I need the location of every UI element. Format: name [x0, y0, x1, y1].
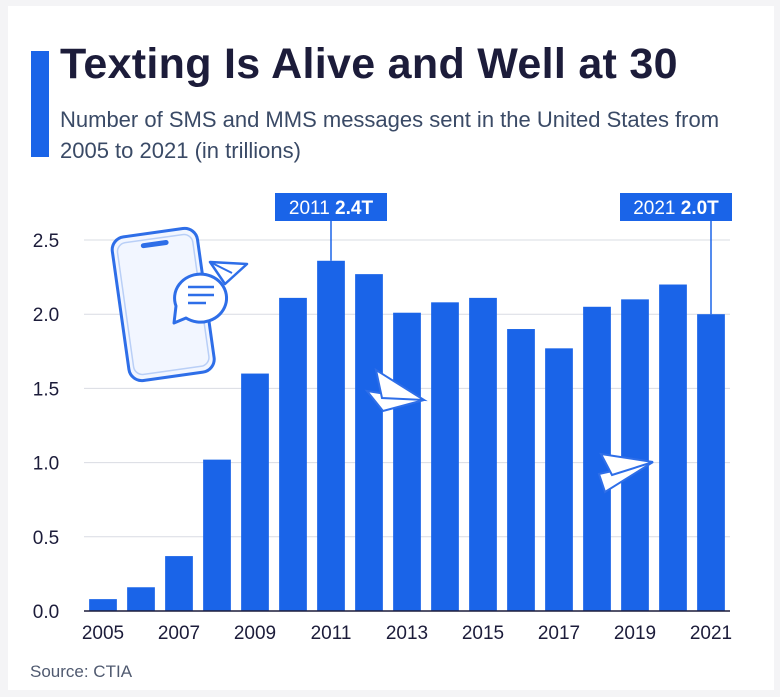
bar-2010 — [279, 297, 307, 611]
callout-box — [275, 193, 387, 221]
x-tick-label: 2009 — [234, 623, 276, 644]
callout-label: 2011 2.4T — [289, 198, 374, 219]
bar-2005 — [89, 599, 117, 611]
bar-2011 — [317, 260, 345, 611]
bars — [89, 260, 725, 611]
bar-2009 — [241, 373, 269, 611]
x-tick-label: 2019 — [614, 623, 656, 644]
bar-2015 — [469, 297, 497, 611]
y-tick-label: 1.5 — [33, 379, 59, 400]
bar-2017 — [545, 348, 573, 611]
chart-subtitle: Number of SMS and MMS messages sent in t… — [60, 107, 720, 163]
y-tick-label: 0.5 — [33, 528, 59, 549]
phone-with-chat-bubble-icon — [110, 226, 249, 383]
callout-label: 2021 2.0T — [633, 198, 719, 219]
callout-2011: 2011 2.4T — [275, 193, 387, 261]
bar-2008 — [203, 459, 231, 611]
x-tick-label: 2011 — [311, 623, 352, 644]
x-axis-ticks: 2005 2007 2009 2011 2013 2015 2017 2019 2021 — [82, 623, 732, 644]
y-axis-ticks: 0.0 0.5 1.0 1.5 2.0 2.5 — [33, 231, 59, 623]
x-tick-label: 2005 — [82, 623, 124, 644]
y-tick-label: 2.5 — [33, 231, 59, 252]
callout-year: 2021 — [633, 198, 681, 219]
callout-value: 2.4T — [335, 198, 373, 219]
bar-2021 — [697, 314, 725, 611]
bar-2012 — [355, 274, 383, 611]
bar-2020 — [659, 284, 687, 611]
x-tick-label: 2013 — [386, 623, 428, 644]
callout-box — [620, 193, 732, 221]
bar-2014 — [431, 302, 459, 611]
callout-value: 2.0T — [681, 198, 719, 219]
paper-plane-icon — [364, 367, 428, 413]
y-tick-label: 1.0 — [33, 454, 59, 475]
y-tick-label: 0.0 — [33, 602, 59, 623]
x-tick-label: 2021 — [690, 623, 732, 644]
callouts: 2011 2.4T 2021 2.0T — [275, 193, 732, 315]
x-tick-label: 2007 — [158, 623, 200, 644]
title-accent-bar — [31, 51, 49, 157]
bar-2013 — [393, 312, 421, 611]
chart-title: Texting Is Alive and Well at 30 — [60, 40, 678, 88]
bar-2006 — [127, 587, 155, 611]
x-tick-label: 2015 — [462, 623, 504, 644]
source-note: Source: CTIA — [30, 662, 133, 681]
callout-year: 2011 — [289, 198, 335, 219]
bar-2019 — [621, 299, 649, 611]
callout-2021: 2021 2.0T — [620, 193, 732, 315]
x-tick-label: 2017 — [538, 623, 580, 644]
bar-2016 — [507, 329, 535, 611]
y-tick-label: 2.0 — [33, 305, 59, 326]
bar-2007 — [165, 556, 193, 611]
paper-plane-icon — [597, 452, 654, 494]
